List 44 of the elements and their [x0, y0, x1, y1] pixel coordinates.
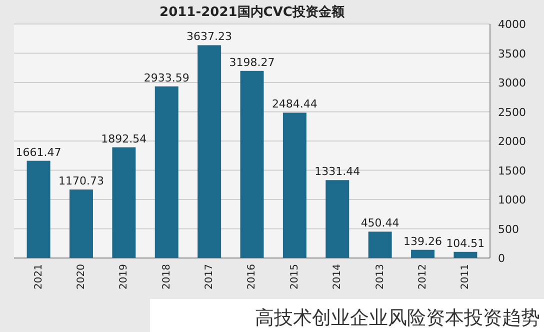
chart-title: 2011-2021国内CVC投资金额 [160, 4, 346, 20]
y-tick-label: 1000 [498, 194, 526, 206]
x-tick-label: 2012 [417, 264, 428, 290]
x-tick-label: 2018 [161, 264, 172, 290]
x-tick-label: 2021 [33, 264, 44, 290]
bar [240, 70, 264, 258]
bar [70, 190, 93, 258]
y-tick-label: 2000 [498, 135, 526, 148]
data-label: 3637.23 [186, 30, 232, 44]
x-tick-label: 2016 [246, 264, 258, 290]
data-label: 3198.27 [229, 56, 275, 69]
y-tick-label: 3500 [498, 47, 526, 60]
data-label: 1892.54 [101, 132, 147, 146]
bar [112, 147, 136, 258]
data-label: 450.44 [360, 216, 400, 230]
x-tick-label: 2011 [460, 264, 472, 290]
data-label: 1170.73 [58, 174, 104, 188]
data-label: 2484.44 [272, 98, 318, 111]
x-tick-label: 2014 [332, 264, 344, 290]
bar [198, 45, 222, 258]
bar [411, 250, 434, 258]
bar [368, 232, 392, 258]
y-tick-label: 0 [498, 252, 505, 265]
data-label: 1661.47 [16, 146, 62, 159]
data-label: 104.51 [446, 236, 485, 250]
data-label: 139.26 [404, 234, 442, 248]
bar [26, 160, 50, 258]
bar [454, 252, 478, 258]
y-tick-label: 3000 [498, 76, 526, 90]
data-label: 1331.44 [314, 165, 360, 178]
y-tick-label: 500 [498, 222, 519, 236]
y-tick-label: 4000 [498, 18, 526, 31]
x-tick-label: 2015 [289, 264, 300, 290]
x-tick-label: 2019 [118, 264, 130, 290]
text: 高技术创业企业风险资本投资趋势 [255, 307, 540, 329]
bar [326, 180, 350, 258]
x-tick-label: 2017 [204, 264, 216, 290]
y-tick-label: 1500 [498, 164, 526, 178]
y-tick-label: 2500 [498, 106, 526, 119]
x-tick-label: 2020 [76, 264, 87, 290]
bar [154, 86, 178, 258]
bar [282, 112, 306, 258]
data-label: 2933.59 [144, 71, 190, 84]
x-tick-label: 2013 [374, 264, 386, 290]
